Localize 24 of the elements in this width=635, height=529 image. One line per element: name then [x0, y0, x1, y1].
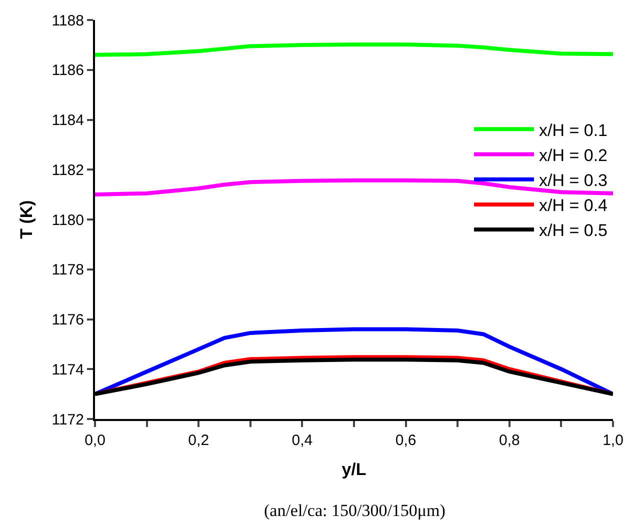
- y-tick-label: 1184: [52, 112, 84, 129]
- x-tick-label: 0,0: [84, 432, 106, 449]
- legend-label: x/H = 0.5: [539, 221, 608, 240]
- legend-label: x/H = 0.2: [539, 146, 608, 165]
- y-axis-title: T (K): [16, 200, 36, 239]
- y-tick-label: 1180: [52, 212, 84, 229]
- x-axis-title: y/L: [342, 460, 366, 479]
- y-tick-label: 1174: [52, 361, 84, 378]
- legend-label: x/H = 0.3: [539, 170, 608, 190]
- line-series: [95, 42, 613, 57]
- y-tick-label: 1186: [52, 62, 84, 80]
- y-tick-label: 1182: [52, 162, 84, 179]
- x-tick-label: 0,2: [188, 432, 210, 449]
- legend-label: x/H = 0.4: [539, 196, 608, 216]
- x-tick-label: 0,6: [395, 432, 416, 449]
- y-tick-label: 1188: [52, 12, 84, 30]
- y-tick-label: 1172: [52, 411, 84, 428]
- y-tick-label: 1178: [52, 262, 84, 279]
- y-tick-label: 1176: [52, 312, 84, 328]
- legend-label: x/H = 0.1: [539, 120, 608, 140]
- x-tick-label: 0,4: [292, 432, 313, 449]
- x-tick-label: 1,0: [602, 432, 624, 449]
- x-tick-label: 0,8: [498, 432, 520, 449]
- text: (an/el/ca: 150/300/150μm): [264, 501, 446, 520]
